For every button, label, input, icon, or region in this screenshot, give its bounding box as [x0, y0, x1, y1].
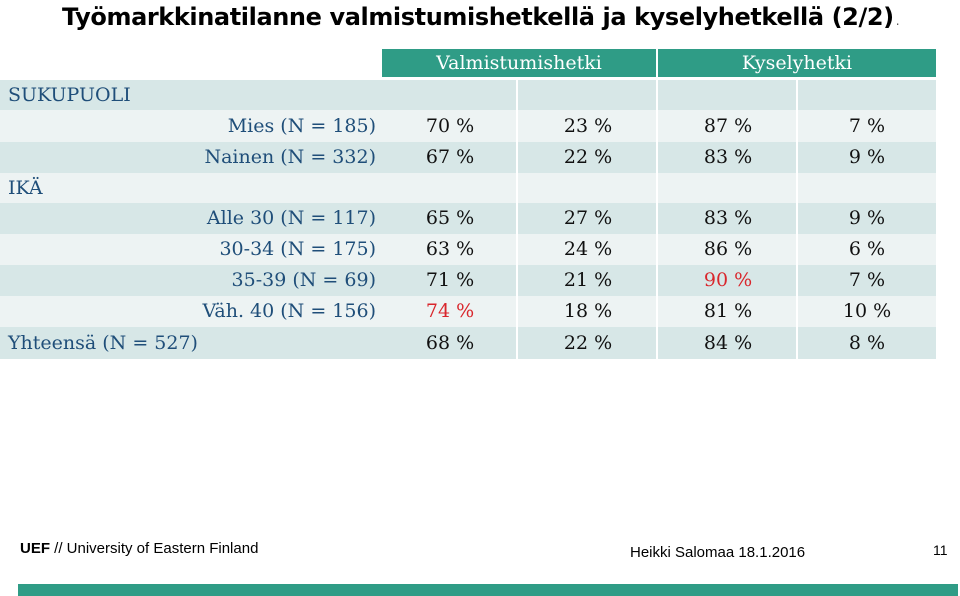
footer-bar: [18, 584, 958, 596]
column-header-kyselyhetki: Kyselyhetki: [658, 49, 936, 77]
slide-title-text: Työmarkkinatilanne valmistumishetkellä j…: [62, 3, 894, 31]
table-cell: 9 %: [848, 207, 886, 229]
table-cell: 10 %: [842, 300, 892, 322]
row-cells-bg-3: [382, 234, 936, 265]
table-cell: 87 %: [703, 115, 753, 137]
table-cell: 9 %: [848, 146, 886, 168]
table-cell: 18 %: [563, 300, 613, 322]
table-cell: 65 %: [425, 207, 475, 229]
footer-author-date: Heikki Salomaa 18.1.2016: [630, 544, 806, 561]
row-label-30-34: 30-34 (N = 175): [219, 238, 376, 260]
row-bg-3: [0, 234, 382, 265]
table-cell: 68 %: [425, 332, 475, 354]
table-cell: 83 %: [703, 146, 753, 168]
row-cells-bg-5: [382, 296, 936, 327]
section-label-gender: SUKUPUOLI: [8, 84, 131, 106]
table-cell: 86 %: [703, 238, 753, 260]
row-cells-bg-1: [382, 142, 936, 173]
row-bg-2: [0, 203, 382, 234]
section-row-bg-age: [0, 173, 382, 203]
row-bg-4: [0, 265, 382, 296]
table-cell: 7 %: [848, 269, 886, 291]
table-cell: 24 %: [563, 238, 613, 260]
footer-org-abbr: UEF: [20, 540, 50, 557]
table-cell: 8 %: [848, 332, 886, 354]
page-number: 11: [933, 542, 948, 558]
row-bg-5: [0, 296, 382, 327]
table-cell: 63 %: [425, 238, 475, 260]
title-dot: .: [895, 14, 900, 28]
table-cell: 67 %: [425, 146, 475, 168]
table-cell: 7 %: [848, 115, 886, 137]
row-cells-bg-total: [382, 327, 936, 359]
table-cell: 70 %: [425, 115, 475, 137]
section-row-cells-gender: [382, 80, 936, 110]
footer-org: UEF // University of Eastern Finland: [20, 540, 258, 557]
row-cells-bg-0: [382, 110, 936, 142]
table-cell: 23 %: [563, 115, 613, 137]
table-cell: 22 %: [563, 146, 613, 168]
table-cell-highlighted: 74 %: [425, 300, 475, 322]
section-label-age: IKÄ: [8, 177, 43, 199]
row-label-35-39: 35-39 (N = 69): [231, 269, 376, 291]
table-cell-highlighted: 90 %: [703, 269, 753, 291]
row-label-vah-40: Väh. 40 (N = 156): [202, 300, 376, 322]
row-label-alle-30: Alle 30 (N = 117): [206, 207, 376, 229]
table-cell: 81 %: [703, 300, 753, 322]
row-cells-bg-2: [382, 203, 936, 234]
table-cell: 22 %: [563, 332, 613, 354]
table-cell: 27 %: [563, 207, 613, 229]
row-bg-1: [0, 142, 382, 173]
section-row-cells-age: [382, 173, 936, 203]
row-label-total: Yhteensä (N = 527): [8, 332, 198, 354]
row-cells-bg-4: [382, 265, 936, 296]
footer-org-name: // University of Eastern Finland: [50, 540, 259, 557]
column-header-valmistumishetki: Valmistumishetki: [382, 49, 656, 77]
table-cell: 83 %: [703, 207, 753, 229]
row-label-nainen: Nainen (N = 332): [204, 146, 376, 168]
row-label-mies: Mies (N = 185): [227, 115, 376, 137]
table-cell: 6 %: [848, 238, 886, 260]
table-cell: 21 %: [563, 269, 613, 291]
slide-title: Työmarkkinatilanne valmistumishetkellä j…: [62, 0, 900, 34]
table-cell: 71 %: [425, 269, 475, 291]
row-bg-0: [0, 110, 382, 142]
table-cell: 84 %: [703, 332, 753, 354]
row-bg-total: [0, 327, 382, 359]
section-row-bg-gender: [0, 80, 382, 110]
